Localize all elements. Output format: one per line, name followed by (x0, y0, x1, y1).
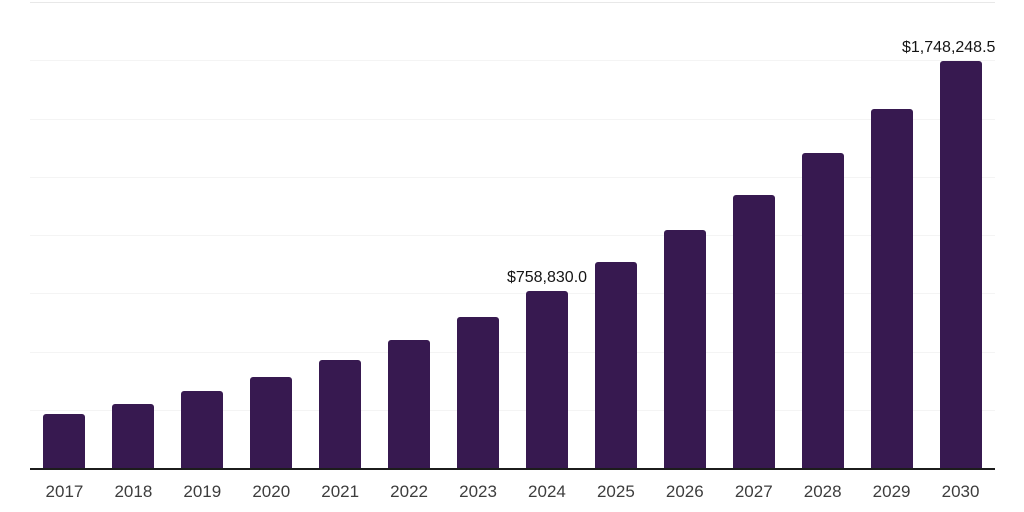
bar-2019 (181, 390, 224, 468)
bar-2023 (457, 316, 500, 468)
gridline (30, 176, 995, 178)
bar-2017 (43, 413, 86, 468)
x-tick-label-2020: 2020 (252, 482, 291, 501)
bar-2026 (663, 230, 706, 468)
x-tick-label-2025: 2025 (596, 482, 635, 501)
x-tick-label-2024: 2024 (528, 482, 566, 501)
x-tick-label-2021: 2021 (321, 482, 360, 501)
value-label-2030: $1,748,248.5 (902, 38, 996, 56)
x-tick-label-2026: 2026 (665, 482, 704, 501)
gridline (30, 351, 995, 353)
x-tick-label-2029: 2029 (872, 482, 911, 501)
bar-2018 (112, 403, 155, 468)
bar-2021 (319, 360, 362, 468)
x-tick-label-2030: 2030 (941, 482, 980, 501)
bar-2029 (870, 108, 913, 468)
bar-2022 (388, 340, 431, 468)
x-tick-label-2027: 2027 (734, 482, 773, 501)
bar-2027 (732, 194, 775, 468)
gridline (30, 293, 995, 295)
bar-2028 (801, 153, 844, 468)
gridline (30, 235, 995, 236)
x-axis: 2017 2018 2019 2020 2021 2022 2023 2024 2025 2026… (30, 470, 995, 512)
x-tick-label-2017: 2017 (45, 482, 84, 501)
gridline (30, 409, 995, 411)
bar-2024 (525, 291, 568, 468)
gridline (30, 118, 995, 120)
bar-2025 (594, 262, 637, 468)
x-tick-label-2018: 2018 (114, 482, 153, 501)
x-tick-label-2019: 2019 (183, 482, 222, 501)
x-tick-label-2023: 2023 (459, 482, 497, 501)
gridline (30, 60, 995, 62)
value-label-2024: $758,830.0 (506, 269, 588, 287)
bar-2020 (250, 377, 293, 468)
plot-area: $758,830.0 $1,748,248.5 (30, 2, 995, 470)
plot-top-border (30, 2, 995, 3)
x-tick-label-2028: 2028 (803, 482, 842, 501)
x-tick-label-2022: 2022 (390, 482, 428, 501)
bar-2030 (939, 60, 982, 468)
